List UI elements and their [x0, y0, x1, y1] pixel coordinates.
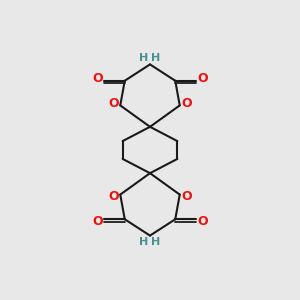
Text: H: H	[140, 53, 149, 63]
Text: O: O	[197, 72, 208, 85]
Text: O: O	[108, 190, 119, 202]
Text: O: O	[181, 190, 192, 202]
Text: O: O	[92, 72, 103, 85]
Text: O: O	[108, 98, 119, 110]
Text: H: H	[151, 53, 160, 63]
Text: H: H	[151, 237, 160, 247]
Text: H: H	[140, 237, 149, 247]
Text: O: O	[197, 215, 208, 228]
Text: O: O	[181, 98, 192, 110]
Text: O: O	[92, 215, 103, 228]
